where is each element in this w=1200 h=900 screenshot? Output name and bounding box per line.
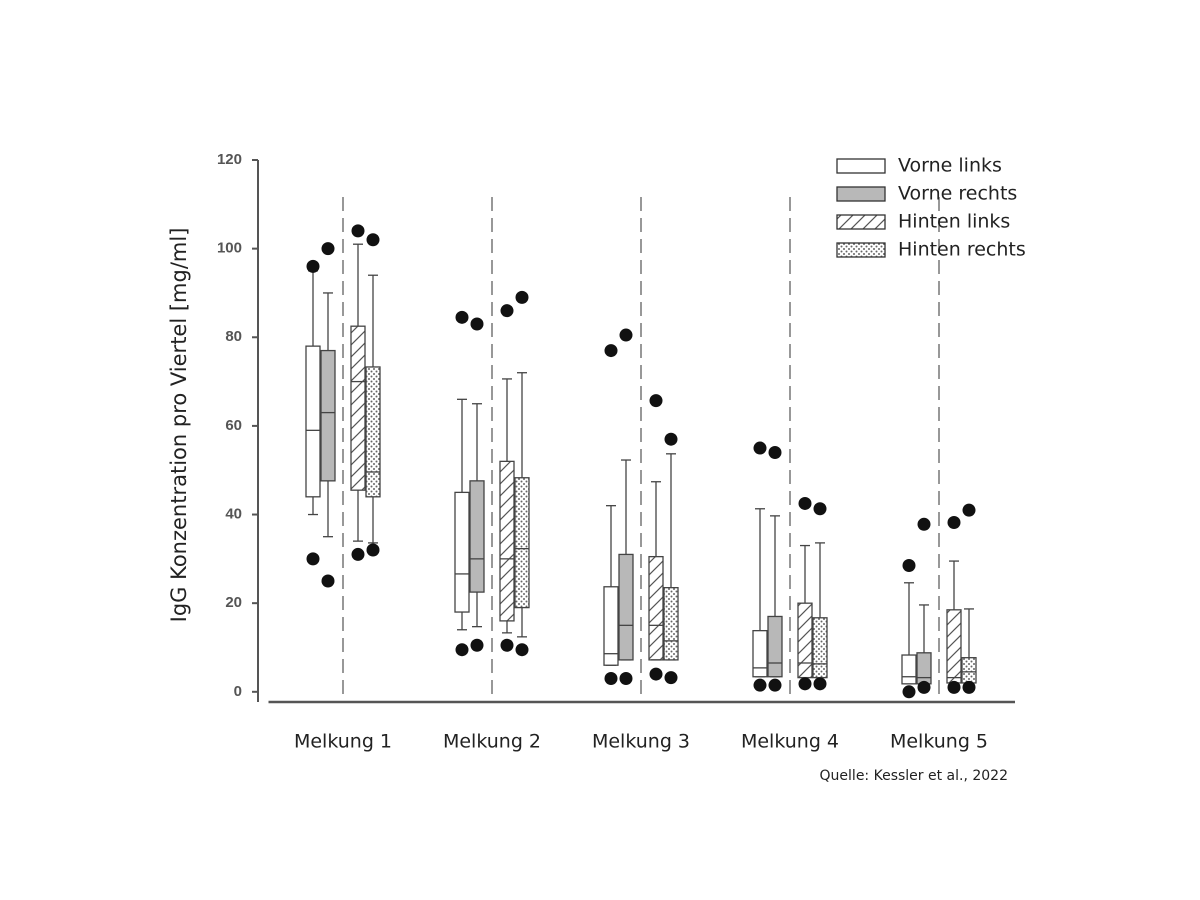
outlier xyxy=(604,672,618,686)
box xyxy=(454,491,470,613)
outlier xyxy=(917,680,931,694)
outlier xyxy=(768,678,782,692)
y-tick-label: 60 xyxy=(225,417,242,434)
legend-label: Vorne links xyxy=(898,155,1002,177)
outlier xyxy=(798,677,812,691)
outlier xyxy=(947,680,961,694)
outlier xyxy=(321,574,335,588)
box xyxy=(350,325,366,491)
box xyxy=(961,657,977,684)
box xyxy=(320,349,336,482)
box xyxy=(946,609,962,684)
legend-label: Vorne rechts xyxy=(898,183,1017,205)
outlier xyxy=(619,328,633,342)
outlier xyxy=(768,445,782,459)
outlier xyxy=(306,552,320,566)
box xyxy=(618,553,634,661)
y-tick-label: 120 xyxy=(217,151,242,168)
box xyxy=(648,555,664,661)
box xyxy=(305,345,321,498)
legend-label: Hinten links xyxy=(898,211,1010,233)
y-tick-label: 40 xyxy=(225,506,242,523)
y-tick-label: 80 xyxy=(225,328,242,345)
x-tick-label: Melkung 1 xyxy=(294,731,392,753)
outlier xyxy=(813,502,827,516)
outlier xyxy=(366,543,380,557)
outlier xyxy=(366,233,380,247)
y-tick-label: 0 xyxy=(234,683,242,700)
outlier xyxy=(455,643,469,657)
outlier xyxy=(470,638,484,652)
box xyxy=(812,617,828,679)
y-tick-label: 20 xyxy=(225,594,242,611)
box xyxy=(767,615,783,678)
outlier xyxy=(470,317,484,331)
outlier xyxy=(306,259,320,273)
x-tick-label: Melkung 2 xyxy=(443,731,541,753)
box xyxy=(514,477,530,609)
legend-swatch xyxy=(836,242,886,258)
box xyxy=(499,460,515,622)
outlier xyxy=(813,677,827,691)
box xyxy=(663,587,679,661)
x-tick-label: Melkung 4 xyxy=(741,731,839,753)
box xyxy=(901,654,917,685)
outlier xyxy=(321,242,335,256)
outlier xyxy=(455,310,469,324)
outlier xyxy=(962,680,976,694)
box xyxy=(797,602,813,679)
x-tick-label: Melkung 3 xyxy=(592,731,690,753)
legend-label: Hinten rechts xyxy=(898,239,1026,261)
outlier xyxy=(604,344,618,358)
outlier xyxy=(619,672,633,686)
source: Quelle: Kessler et al., 2022 xyxy=(820,768,1008,784)
outlier xyxy=(902,685,916,699)
outlier xyxy=(500,304,514,318)
box xyxy=(752,629,768,678)
legend-swatch xyxy=(836,186,886,202)
box xyxy=(603,586,619,666)
outlier xyxy=(962,503,976,517)
outlier xyxy=(351,224,365,238)
outlier xyxy=(500,638,514,652)
outlier xyxy=(649,667,663,681)
outlier xyxy=(664,671,678,685)
box xyxy=(916,652,932,685)
outlier xyxy=(753,441,767,455)
outlier xyxy=(947,516,961,530)
outlier xyxy=(664,432,678,446)
legend-swatch xyxy=(836,158,886,174)
outlier xyxy=(917,517,931,531)
box xyxy=(469,480,485,593)
y-tick-label: 100 xyxy=(217,240,242,257)
x-tick-label: Melkung 5 xyxy=(890,731,988,753)
outlier xyxy=(798,496,812,510)
outlier xyxy=(902,559,916,573)
outlier xyxy=(649,394,663,408)
outlier xyxy=(351,547,365,561)
legend-swatch xyxy=(836,214,886,230)
y-axis-label: IgG Konzentration pro Viertel [mg/ml] xyxy=(167,228,191,623)
outlier xyxy=(753,678,767,692)
outlier xyxy=(515,290,529,304)
box xyxy=(365,366,381,498)
outlier xyxy=(515,643,529,657)
